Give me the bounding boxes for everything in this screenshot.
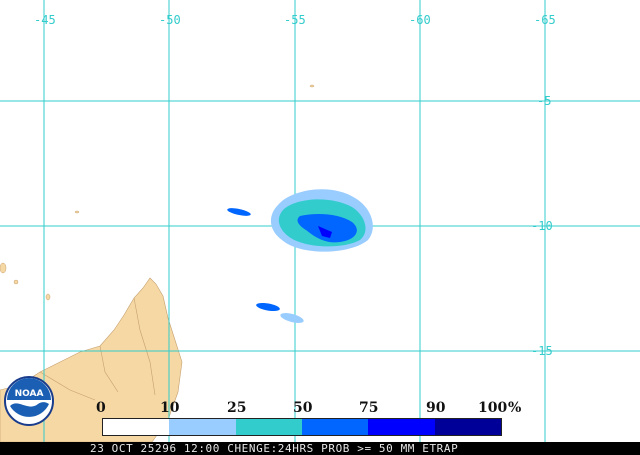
lon-label-50: -50 (159, 13, 181, 27)
legend-swatch-2 (235, 419, 302, 435)
legend-unit: % (508, 400, 522, 416)
legend-swatch-5 (434, 419, 501, 435)
island-3 (45, 293, 51, 301)
lon-label-60: -60 (409, 13, 431, 27)
island-5 (309, 84, 315, 88)
legend-tick-50: 50 (293, 400, 313, 416)
lat-label-10: -10 (531, 219, 553, 233)
legend-color-bar (102, 418, 502, 436)
legend-tick-25: 25 (227, 400, 247, 416)
legend-swatch-3 (301, 419, 369, 435)
legend-tick-10: 10 (160, 400, 180, 416)
logo-text: NOAA (15, 389, 44, 399)
probability-field-south (256, 302, 304, 323)
probability-field-west (227, 208, 251, 216)
lon-label-55: -55 (284, 13, 306, 27)
land-boundary-lines (39, 297, 156, 401)
legend-tick-75: 75 (359, 400, 379, 416)
legend-swatch-0 (103, 419, 170, 435)
island-4 (74, 210, 80, 214)
legend-tick-90: 90 (426, 400, 446, 416)
probability-field-main (270, 189, 373, 252)
lat-label-15: -15 (531, 344, 553, 358)
noaa-logo-icon: NOAA (4, 376, 54, 426)
legend-tick-100: 100 (478, 400, 508, 416)
lon-label-45: -45 (34, 13, 56, 27)
legend-tick-0: 0 (96, 400, 106, 416)
island-1 (0, 262, 7, 274)
island-2 (13, 279, 19, 285)
footer-caption: 23 OCT 25296 12:00 CHENGE:24HRS PROB >= … (0, 442, 640, 455)
legend-swatch-4 (368, 419, 435, 435)
lat-label-5: -5 (537, 94, 552, 108)
lon-label-65: -65 (534, 13, 556, 27)
legend-swatch-1 (169, 419, 236, 435)
